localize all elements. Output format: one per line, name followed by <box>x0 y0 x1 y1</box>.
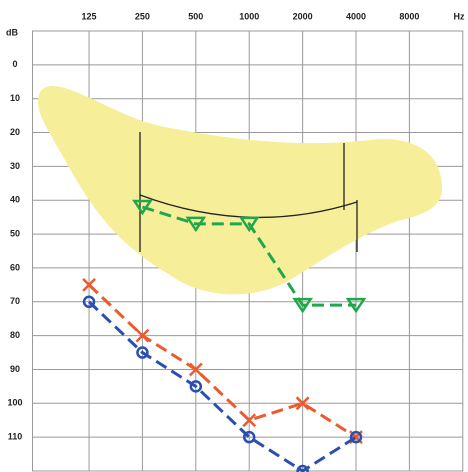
grid <box>32 30 464 472</box>
y-tick-label: 90 <box>10 364 20 374</box>
marker-cross <box>135 328 150 343</box>
x-tick-label: 4000 <box>346 11 366 21</box>
y-tick-label: 10 <box>10 93 20 103</box>
x-tick-label: 500 <box>188 11 203 21</box>
marker-cross <box>82 277 96 292</box>
marker-circle <box>136 346 149 359</box>
marker-cross <box>188 362 203 377</box>
y-tick-label: 30 <box>10 161 20 171</box>
marker-triangle <box>132 199 153 216</box>
marker-circle <box>242 430 256 444</box>
y-tick-label: 60 <box>10 262 20 272</box>
marker-circle <box>349 430 363 444</box>
x-tick-label: 125 <box>82 11 97 21</box>
x-tick-label: 2000 <box>293 11 313 21</box>
y-tick-label: 0 <box>12 59 17 69</box>
y-tick-label: 50 <box>10 228 20 238</box>
y-tick-label: 70 <box>10 296 20 306</box>
x-tick-label: 1000 <box>239 11 259 21</box>
y-tick-label: 100 <box>7 398 22 408</box>
x-tick-label: 8000 <box>399 11 419 21</box>
series-line <box>88 300 357 472</box>
y-tick-label: 80 <box>10 330 20 340</box>
marker-circle <box>189 380 203 393</box>
marker-cross <box>242 413 257 428</box>
series-line <box>88 283 357 439</box>
marker-triangle <box>238 216 260 233</box>
marker-circle <box>296 464 309 472</box>
marker-triangle <box>185 216 207 233</box>
marker-triangle <box>345 297 367 314</box>
speech-banana <box>37 86 443 295</box>
marker-cross <box>295 396 310 411</box>
y-unit: dB <box>6 27 18 37</box>
x-tick-label: 250 <box>135 11 150 21</box>
y-tick-label: 110 <box>8 432 23 442</box>
series-line <box>141 205 357 307</box>
y-tick-label: 20 <box>10 127 20 137</box>
marker-triangle <box>292 297 313 314</box>
marker-circle <box>82 295 96 309</box>
plot-frame <box>32 30 464 472</box>
y-tick-label: 40 <box>10 195 20 205</box>
x-unit: Hz <box>454 11 465 21</box>
